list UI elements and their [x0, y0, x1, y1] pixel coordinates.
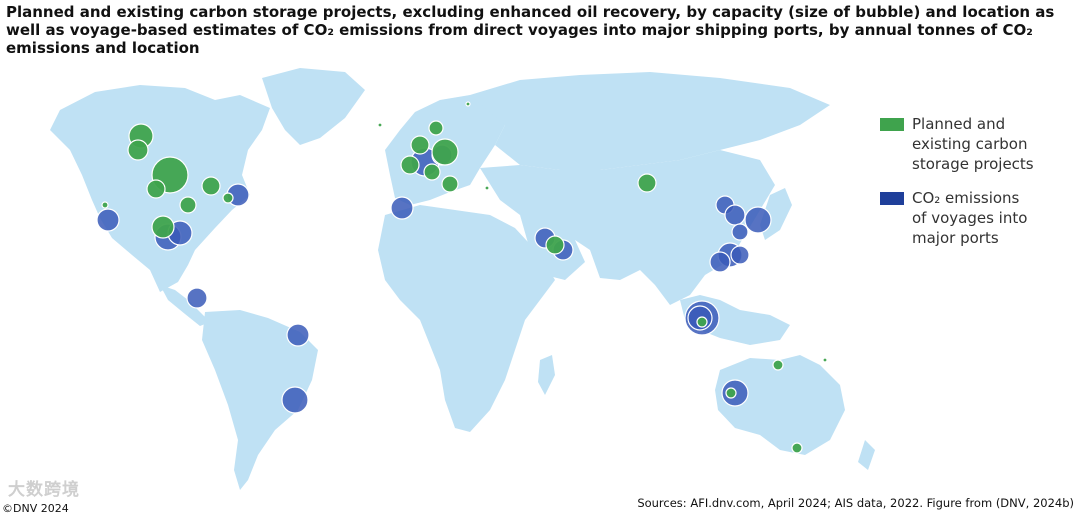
- africa: [378, 205, 555, 432]
- storage-bubble: [146, 179, 166, 199]
- storage-bubble: [465, 101, 471, 107]
- storage-bubble: [127, 139, 149, 161]
- green-square-icon: [880, 118, 904, 131]
- asia: [480, 150, 775, 305]
- australia: [715, 355, 845, 455]
- storage-bubbles: [101, 101, 828, 454]
- emissions-bubble: [390, 196, 414, 220]
- copyright-notice: ©DNV 2024: [2, 502, 69, 515]
- emissions-bubble: [96, 208, 120, 232]
- emissions-bubble: [730, 245, 750, 265]
- storage-bubble: [637, 173, 657, 193]
- storage-bubble: [791, 442, 803, 454]
- land-masses: [50, 68, 875, 490]
- legend-label-emissions: CO₂ emissions of voyages into major port…: [912, 189, 1028, 247]
- emissions-bubble: [744, 206, 772, 234]
- emissions-bubble: [731, 223, 749, 241]
- storage-bubble: [484, 185, 490, 191]
- northern-asia: [470, 72, 830, 170]
- storage-bubble: [222, 192, 234, 204]
- emissions-bubble: [709, 251, 731, 273]
- central-america: [160, 285, 210, 326]
- madagascar: [538, 355, 555, 395]
- storage-bubble: [101, 201, 109, 209]
- britain: [396, 128, 414, 162]
- storage-bubble: [431, 138, 459, 166]
- new-zealand: [858, 440, 875, 470]
- storage-bubble: [423, 163, 441, 181]
- storage-bubble: [822, 357, 828, 363]
- legend-label-storage: Planned and existing carbon storage proj…: [912, 115, 1034, 173]
- storage-bubble: [410, 135, 430, 155]
- storage-bubble: [441, 175, 459, 193]
- storage-bubble: [545, 235, 565, 255]
- watermark: 大数跨境: [8, 480, 80, 500]
- storage-bubble: [151, 215, 175, 239]
- storage-bubble: [428, 120, 444, 136]
- source-note: Sources: AFI.dnv.com, April 2024; AIS da…: [637, 496, 1074, 510]
- storage-bubble: [201, 176, 221, 196]
- storage-bubble: [696, 316, 708, 328]
- storage-bubble: [725, 387, 737, 399]
- greenland: [262, 68, 365, 145]
- emissions-bubble: [281, 386, 309, 414]
- emissions-bubble: [286, 323, 310, 347]
- storage-bubble: [400, 155, 420, 175]
- legend-item-emissions: CO₂ emissions of voyages into major port…: [880, 188, 1075, 248]
- storage-bubble: [179, 196, 197, 214]
- legend-item-storage: Planned and existing carbon storage proj…: [880, 114, 1075, 174]
- emissions-bubble: [724, 204, 746, 226]
- map-legend: Planned and existing carbon storage proj…: [880, 114, 1075, 262]
- blue-square-icon: [880, 192, 904, 205]
- storage-bubble: [772, 359, 784, 371]
- figure-title: Planned and existing carbon storage proj…: [6, 3, 1055, 57]
- emissions-bubble: [186, 287, 208, 309]
- south-america: [202, 310, 318, 490]
- storage-bubble: [377, 122, 383, 128]
